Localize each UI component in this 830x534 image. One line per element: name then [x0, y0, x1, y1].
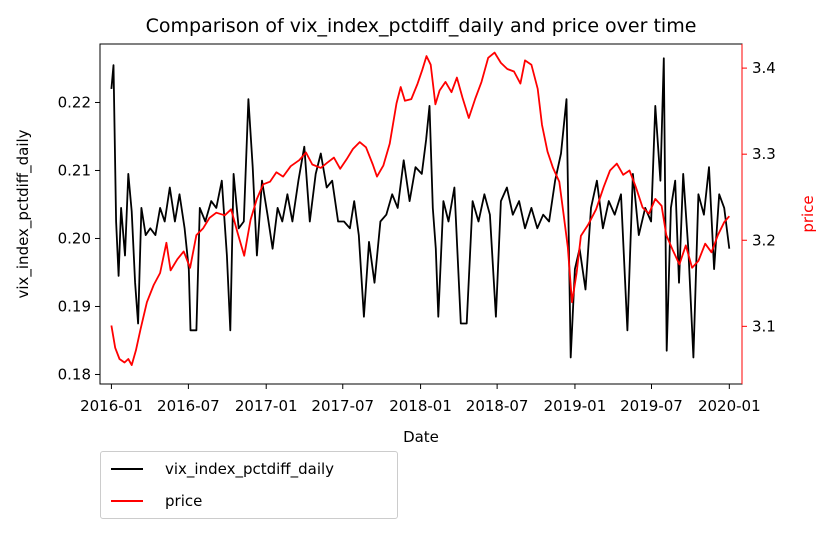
x-tick-label: 2017-01: [235, 397, 298, 415]
y-left-tick-label: 0.22: [58, 93, 91, 111]
x-tick-label: 2017-07: [311, 397, 374, 415]
x-tick-label: 2016-07: [157, 397, 220, 415]
y-left-tick-label: 0.21: [58, 161, 91, 179]
y-right-axis-label: price: [799, 195, 817, 232]
y-right-tick-label: 3.1: [752, 317, 776, 335]
legend-item-vix: vix_index_pctdiff_daily: [101, 457, 334, 481]
y-left-axis-label: vix_index_pctdiff_daily: [14, 129, 33, 298]
plot-area: [99, 43, 743, 385]
x-axis-label: Date: [403, 428, 439, 446]
legend-label-price: price: [165, 492, 203, 510]
chart-title: Comparison of vix_index_pctdiff_daily an…: [146, 15, 697, 37]
series-line-vix: [110, 57, 731, 359]
y-left-tick-label: 0.18: [58, 365, 91, 383]
legend-label-vix: vix_index_pctdiff_daily: [165, 460, 335, 478]
y-right-tick-label: 3.2: [752, 231, 776, 249]
x-tick-label: 2018-01: [389, 397, 452, 415]
x-tick-label: 2020-01: [698, 397, 761, 415]
y-right-axis: 3.1 3.2 3.3 3.4: [742, 59, 776, 335]
legend-item-price: price: [101, 489, 202, 513]
x-axis: 2016-01 2016-07 2017-01 2017-07 2018-01 2018-…: [80, 384, 761, 415]
plot-frame: [99, 43, 743, 385]
y-right-tick-label: 3.3: [752, 145, 776, 163]
y-right-tick-label: 3.4: [752, 59, 776, 77]
series-line-price: [110, 51, 730, 366]
x-tick-label: 2019-01: [544, 397, 607, 415]
series-layer: [110, 51, 731, 366]
chart-legend: vix_index_pctdiff_daily price: [100, 451, 398, 519]
y-left-tick-label: 0.19: [58, 297, 91, 315]
x-tick-label: 2016-01: [80, 397, 143, 415]
x-tick-label: 2019-07: [620, 397, 683, 415]
x-tick-label: 2018-07: [466, 397, 529, 415]
y-left-tick-label: 0.20: [58, 229, 91, 247]
legend-swatch-vix: [111, 468, 143, 470]
legend-swatch-price: [111, 500, 143, 502]
y-left-axis: 0.18 0.19 0.20 0.21 0.22: [58, 93, 100, 383]
